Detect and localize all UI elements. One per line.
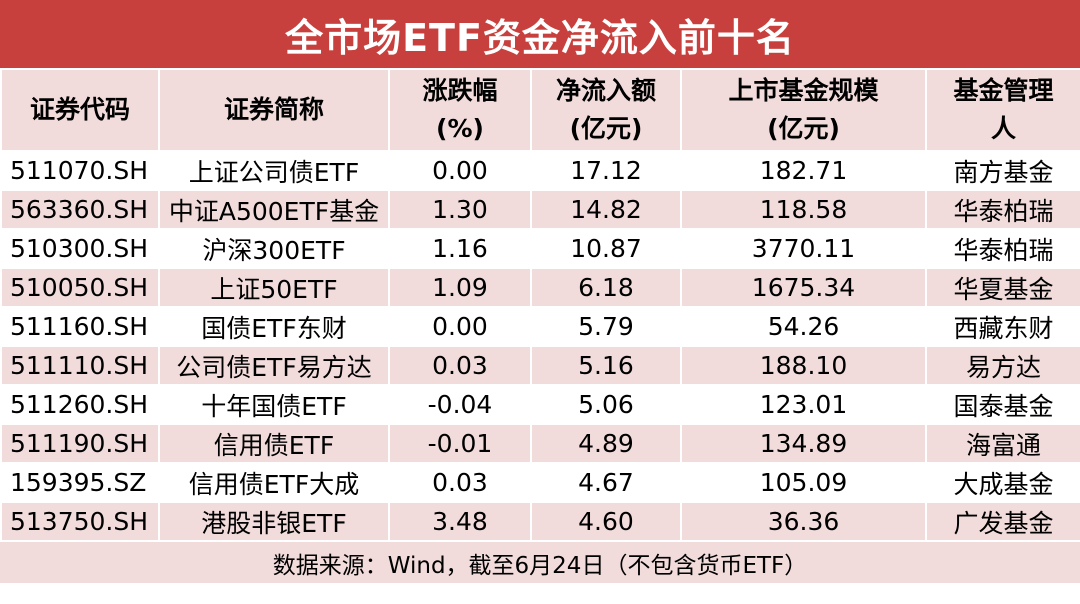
table-cell: -0.04 [388,384,532,425]
header-text: 上市基金规模 [728,76,879,105]
table-cell: 4.67 [530,462,682,503]
table-row: 159395.SZ 信用债ETF大成 0.03 4.67 105.09 大成基金 [0,462,1080,503]
table-row: 563360.SH 中证A500ETF基金 1.30 14.82 118.58 华泰柏瑞 [0,189,1080,230]
header-cell: 涨跌幅 (%) [388,68,532,152]
table-cell: 中证A500ETF基金 [158,189,390,230]
header-text: 涨跌幅 [422,76,498,105]
header-text: (亿元) [569,114,643,143]
header-text: 人 [990,114,1016,143]
table-row: 513750.SH 港股非银ETF 3.48 4.60 36.36 广发基金 [0,501,1080,542]
table-cell: 563360.SH [0,189,160,230]
table-cell: 17.12 [530,150,682,191]
table-cell: 1.09 [388,267,532,308]
table-cell: 14.82 [530,189,682,230]
table-cell: 1.16 [388,228,532,269]
table-cell: 511160.SH [0,306,160,347]
header-text: 证券代码 [29,95,130,124]
table-cell: 511070.SH [0,150,160,191]
header-text: (%) [436,114,484,143]
table-cell: 海富通 [925,423,1080,464]
table-cell: 1.30 [388,189,532,230]
table-cell: 0.03 [388,345,532,386]
table-cell: 信用债ETF [158,423,390,464]
header-cell: 基金管理人 [925,68,1080,152]
table-cell: 5.06 [530,384,682,425]
table-cell: 信用债ETF大成 [158,462,390,503]
table-cell: 123.01 [680,384,927,425]
table-cell: 4.60 [530,501,682,542]
header-text: (亿元) [767,114,840,143]
table-cell: 188.10 [680,345,927,386]
footer: 数据来源：Wind，截至6月24日（不包含货币ETF） [0,542,1080,583]
table-cell: 511260.SH [0,384,160,425]
table-row: 510050.SH 上证50ETF 1.09 6.18 1675.34 华夏基金 [0,267,1080,308]
table: 证券代码 证券简称 涨跌幅 (%) 净流入额 (亿元) 上市基金规模 (亿元) 基金管理人 51… [0,68,1080,542]
header-text: 基金管理 [953,76,1054,105]
table-row: 510300.SH 沪深300ETF 1.16 10.87 3770.11 华泰柏瑞 [0,228,1080,269]
table-cell: 3770.11 [680,228,927,269]
table-cell: 510050.SH [0,267,160,308]
table-cell: 511110.SH [0,345,160,386]
title: 全市场ETF资金净流入前十名 [0,0,1080,68]
header-text: 净流入额 [555,76,656,105]
table-cell: 54.26 [680,306,927,347]
header-cell: 净流入额 (亿元) [530,68,682,152]
table-cell: 广发基金 [925,501,1080,542]
table-row: 511160.SH 国债ETF东财 0.00 5.79 54.26 西藏东财 [0,306,1080,347]
table-cell: 上证公司债ETF [158,150,390,191]
table-cell: 国债ETF东财 [158,306,390,347]
table-cell: 5.16 [530,345,682,386]
table-row: 511070.SH 上证公司债ETF 0.00 17.12 182.71 南方基金 [0,150,1080,191]
table-cell: 10.87 [530,228,682,269]
table-cell: 沪深300ETF [158,228,390,269]
table-cell: 513750.SH [0,501,160,542]
table-cell: 大成基金 [925,462,1080,503]
table-body: 511070.SH 上证公司债ETF 0.00 17.12 182.71 南方基金 5633… [0,150,1080,542]
table-cell: 3.48 [388,501,532,542]
header-text: 证券简称 [223,95,324,124]
table-row: 511190.SH 信用债ETF -0.01 4.89 134.89 海富通 [0,423,1080,464]
table-cell: 182.71 [680,150,927,191]
header-cell: 证券代码 [0,68,160,152]
table-row: 511110.SH 公司债ETF易方达 0.03 5.16 188.10 易方达 [0,345,1080,386]
table-cell: 5.79 [530,306,682,347]
table-cell: 国泰基金 [925,384,1080,425]
table-cell: 易方达 [925,345,1080,386]
table-cell: 华泰柏瑞 [925,189,1080,230]
table-cell: 134.89 [680,423,927,464]
table-cell: 华泰柏瑞 [925,228,1080,269]
table-cell: 118.58 [680,189,927,230]
table-cell: 159395.SZ [0,462,160,503]
table-row: 511260.SH 十年国债ETF -0.04 5.06 123.01 国泰基金 [0,384,1080,425]
table-cell: 4.89 [530,423,682,464]
table-cell: 510300.SH [0,228,160,269]
table-cell: 南方基金 [925,150,1080,191]
table-cell: 公司债ETF易方达 [158,345,390,386]
header-row: 证券代码 证券简称 涨跌幅 (%) 净流入额 (亿元) 上市基金规模 (亿元) 基金管理人 [0,68,1080,152]
table-cell: 港股非银ETF [158,501,390,542]
table-cell: 0.00 [388,150,532,191]
table-cell: 0.00 [388,306,532,347]
table-cell: 西藏东财 [925,306,1080,347]
table-cell: -0.01 [388,423,532,464]
table-cell: 0.03 [388,462,532,503]
table-cell: 华夏基金 [925,267,1080,308]
table-cell: 十年国债ETF [158,384,390,425]
table-cell: 6.18 [530,267,682,308]
header-cell: 上市基金规模 (亿元) [680,68,927,152]
table-cell: 上证50ETF [158,267,390,308]
table-cell: 105.09 [680,462,927,503]
table-cell: 36.36 [680,501,927,542]
table-cell: 511190.SH [0,423,160,464]
table-cell: 1675.34 [680,267,927,308]
header-cell: 证券简称 [158,68,390,152]
